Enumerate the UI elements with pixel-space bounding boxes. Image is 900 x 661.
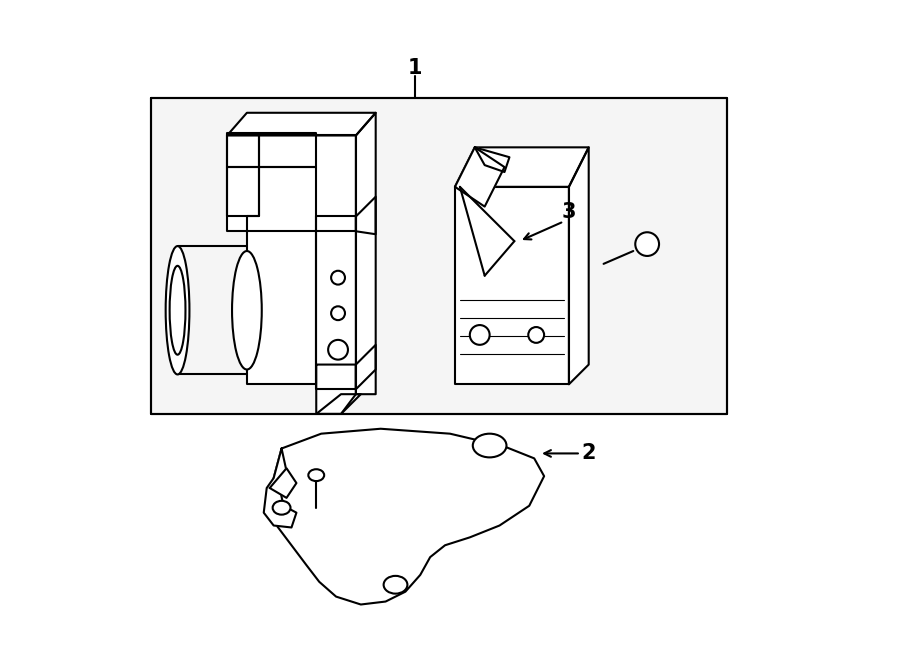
Polygon shape bbox=[455, 187, 569, 384]
Text: 3: 3 bbox=[562, 202, 576, 221]
Polygon shape bbox=[316, 216, 356, 389]
Ellipse shape bbox=[169, 266, 185, 355]
Polygon shape bbox=[227, 167, 259, 216]
Text: 2: 2 bbox=[581, 444, 596, 463]
Polygon shape bbox=[259, 132, 316, 167]
Polygon shape bbox=[455, 147, 505, 207]
Polygon shape bbox=[569, 147, 589, 384]
Circle shape bbox=[470, 325, 490, 345]
Circle shape bbox=[635, 232, 659, 256]
Polygon shape bbox=[475, 147, 509, 172]
Polygon shape bbox=[316, 365, 356, 414]
Polygon shape bbox=[270, 468, 296, 498]
Polygon shape bbox=[151, 98, 727, 414]
Polygon shape bbox=[356, 197, 375, 389]
Text: 1: 1 bbox=[408, 58, 423, 79]
Ellipse shape bbox=[472, 434, 507, 457]
Polygon shape bbox=[316, 394, 361, 414]
Polygon shape bbox=[227, 113, 375, 136]
Circle shape bbox=[331, 306, 345, 320]
Polygon shape bbox=[270, 429, 544, 605]
Ellipse shape bbox=[232, 251, 262, 369]
Ellipse shape bbox=[273, 501, 291, 515]
Ellipse shape bbox=[166, 246, 189, 374]
Ellipse shape bbox=[383, 576, 408, 594]
Circle shape bbox=[528, 327, 544, 343]
Polygon shape bbox=[356, 113, 375, 234]
Polygon shape bbox=[227, 132, 259, 167]
Circle shape bbox=[328, 340, 348, 360]
Polygon shape bbox=[227, 136, 356, 231]
Polygon shape bbox=[264, 449, 296, 527]
Polygon shape bbox=[455, 147, 589, 187]
Ellipse shape bbox=[309, 469, 324, 481]
Polygon shape bbox=[356, 345, 375, 394]
Polygon shape bbox=[247, 167, 316, 384]
Circle shape bbox=[331, 271, 345, 285]
